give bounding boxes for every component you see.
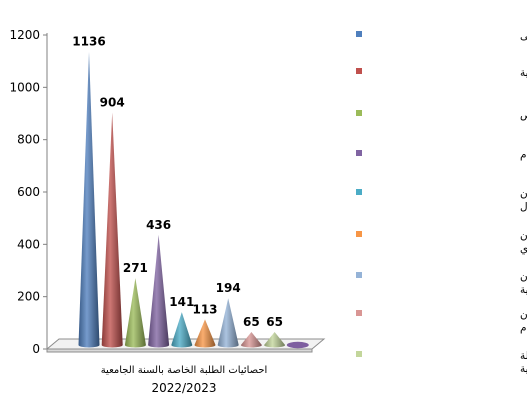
y-tick-label: 200 <box>17 290 40 304</box>
data-label: 141 <box>169 295 194 309</box>
legend-item: السنة اولى ماستر قانوناعمال <box>356 188 527 213</box>
y-tick-label: 600 <box>17 185 40 199</box>
cone-body <box>217 298 239 348</box>
legend-swatch <box>356 272 362 278</box>
data-label: 113 <box>192 302 217 316</box>
cone-body <box>194 319 216 348</box>
legend-item: السنة اولى ماستر قانونجنائي و العلوم الج… <box>356 271 527 296</box>
legend-label: اعمال <box>520 201 527 213</box>
legend-item: السنة الثالثة عام <box>356 149 527 161</box>
legend-item: السنة الثالثة خاص <box>356 109 527 121</box>
legend-label: السنة اولى ماستر قانون <box>520 271 527 283</box>
legend-label: جنائي و العلوم الجنائية <box>520 284 527 296</box>
cone-bar <box>194 319 216 348</box>
data-label: 1136 <box>72 35 105 49</box>
category-year-label: 2022/2023 <box>151 381 216 395</box>
legend-item: السنة اولى ماستر قانوناقتصادي عام <box>356 309 527 334</box>
cone-body <box>240 331 262 348</box>
legend-label: عقاري <box>520 243 527 255</box>
legend-swatch <box>356 110 362 116</box>
category-label: احصائيات الطلبة الخاصة بالسنة الجامعية <box>101 365 268 376</box>
cone-bar <box>78 51 100 348</box>
legend-label: السنة الثالثة عام <box>520 149 527 161</box>
cone-series <box>78 51 309 349</box>
cone-body <box>264 331 286 348</box>
legend-swatch <box>356 351 362 357</box>
cone-bar-zero <box>286 341 309 349</box>
legend-swatch <box>356 310 362 316</box>
cone-bar <box>240 331 262 348</box>
y-tick-label: 0 <box>32 342 40 356</box>
cone-bar <box>148 234 170 348</box>
legend-item: السنة اولى ماستر قانونعقاري <box>356 230 527 255</box>
legend-label: ليسانس سنة ثانية <box>520 67 527 79</box>
legend-label: السنة الثالثة خاص <box>520 109 527 121</box>
y-tick-label: 400 <box>17 237 40 251</box>
data-label: 194 <box>216 281 241 295</box>
legend-item: ليسانس سنة الاولى <box>356 30 527 42</box>
y-axis: 0 200 400 600 800 1000 1200 <box>9 28 48 356</box>
data-label: 65 <box>266 315 283 329</box>
data-label: 65 <box>243 315 260 329</box>
cone-body <box>78 51 100 348</box>
legend: ليسانس سنة الاولى ليسانس سنة ثانية السنة ا… <box>356 30 527 375</box>
cone-body <box>171 312 193 348</box>
legend-item: ليسانس سنة ثانية <box>356 67 527 79</box>
cone-bar <box>264 331 286 348</box>
y-tick-label: 800 <box>17 133 40 147</box>
floor-edge <box>46 348 313 353</box>
legend-label: السنة اولى ماستر قانون دولة <box>520 350 527 362</box>
cone-bar <box>217 298 239 348</box>
legend-swatch <box>356 31 362 37</box>
legend-label: اقتصادي عام <box>520 322 527 334</box>
cone-body <box>101 112 123 348</box>
cone-bar <box>101 112 123 348</box>
legend-label: السنة اولى ماستر قانون <box>520 309 527 321</box>
data-label: 436 <box>146 218 171 232</box>
cone-body <box>124 278 146 348</box>
cone-body <box>148 234 170 348</box>
legend-label: السنة اولى ماستر قانون <box>520 188 527 200</box>
category-axis-label: احصائيات الطلبة الخاصة بالسنة الجامعية 2… <box>101 365 268 395</box>
y-tick-label: 1000 <box>9 80 40 94</box>
legend-label: و مؤسسات عمومية <box>520 363 527 375</box>
legend-label: ليسانس سنة الاولى <box>520 30 527 42</box>
legend-swatch <box>356 150 362 156</box>
data-label: 271 <box>123 261 148 275</box>
legend-swatch <box>356 189 362 195</box>
legend-item: السنة اولى ماستر قانون دولةو مؤسسات عموم… <box>356 350 527 375</box>
y-tick-label: 1200 <box>9 28 40 42</box>
data-label: 904 <box>100 95 125 109</box>
cone-bar <box>124 278 146 348</box>
legend-swatch <box>356 231 362 237</box>
legend-swatch <box>356 68 362 74</box>
legend-label: السنة اولى ماستر قانون <box>520 230 527 242</box>
cone-bar <box>171 312 193 348</box>
